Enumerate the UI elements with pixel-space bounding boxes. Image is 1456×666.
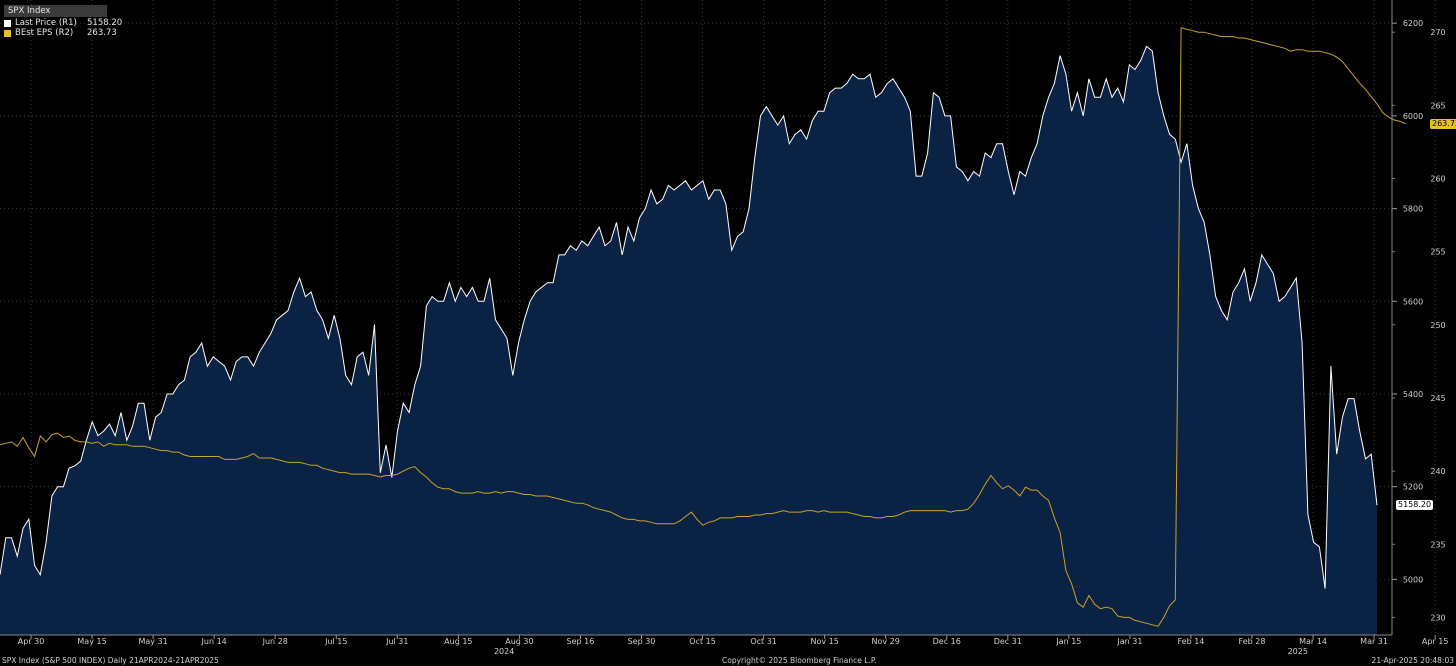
- r2-tick-label: 255: [1430, 248, 1445, 257]
- r2-tick-label: 240: [1430, 467, 1445, 476]
- x-tick-label: Jun 28: [262, 637, 288, 646]
- r1-tick-label: 5600: [1403, 297, 1423, 306]
- r2-tick-label: 245: [1430, 394, 1445, 403]
- r1-tick-label: 6000: [1403, 112, 1423, 121]
- x-tick-label: Sep 30: [628, 637, 656, 646]
- last-price-tag: 5158.20: [1396, 500, 1434, 511]
- legend: SPX Index Last Price (R1) 5158.20 BEst E…: [4, 5, 122, 38]
- x-tick-label: Mar 14: [1299, 637, 1327, 646]
- r1-tick-label: 5000: [1403, 575, 1423, 584]
- r2-tick-label: 260: [1430, 175, 1445, 184]
- r2-tick-label: 265: [1430, 101, 1445, 110]
- x-tick-label: Sep 16: [567, 637, 595, 646]
- legend-label: Last Price (R1): [15, 18, 77, 28]
- x-tick-label: Apr 15: [1422, 637, 1449, 646]
- legend-entry-best-eps: BEst EPS (R2) 263.73: [4, 28, 122, 38]
- x-tick-label: Aug 15: [444, 637, 472, 646]
- x-tick-label: Jun 14: [201, 637, 227, 646]
- x-tick-label: Dec 16: [933, 637, 961, 646]
- x-tick-label: Nov 15: [810, 637, 838, 646]
- footer-right: 21-Apr-2025 20:48:03: [1371, 656, 1454, 665]
- x-tick-label: Feb 28: [1239, 637, 1266, 646]
- x-tick-label: Nov 29: [872, 637, 900, 646]
- x-tick-label: Mar 31: [1360, 637, 1388, 646]
- r1-tick-label: 6200: [1403, 19, 1423, 28]
- r1-tick-label: 5200: [1403, 483, 1423, 492]
- x-tick-label: Jan 31: [1116, 637, 1142, 646]
- year-label: 2024: [494, 647, 514, 656]
- series-best-eps-line: [0, 27, 1406, 627]
- x-tick-label: Jan 15: [1055, 637, 1081, 646]
- year-label: 2025: [1288, 647, 1308, 656]
- legend-entry-last-price: Last Price (R1) 5158.20: [4, 18, 122, 28]
- r2-tick-label: 270: [1430, 28, 1445, 37]
- series-last-price-line: [0, 45, 1378, 589]
- x-tick-label: Jul 31: [385, 637, 408, 646]
- r2-tick-label: 235: [1430, 540, 1445, 549]
- legend-value: 5158.20: [87, 18, 123, 28]
- r1-tick-label: 5800: [1403, 205, 1423, 214]
- legend-value: 263.73: [87, 28, 117, 38]
- axes: Apr 30 May 15 May 31 Jun 14 Jun 28 Jul 15 Jul …: [0, 0, 1448, 656]
- footer-center: Copyright© 2025 Bloomberg Finance L.P.: [722, 656, 877, 665]
- x-tick-label: Dec 31: [994, 637, 1022, 646]
- legend-header: SPX Index: [4, 5, 107, 17]
- r1-tick-label: 5400: [1403, 390, 1423, 399]
- r2-tick-label: 230: [1430, 613, 1445, 622]
- x-tick-label: Jul 15: [324, 637, 347, 646]
- x-tick-label: Apr 30: [18, 637, 45, 646]
- series-last-price-area: [0, 46, 1377, 635]
- legend-swatch-last-price: [4, 19, 11, 27]
- footer-left: SPX Index (S&P 500 INDEX) Daily 21APR202…: [2, 656, 219, 665]
- x-tick-label: Oct 31: [750, 637, 777, 646]
- legend-swatch-best-eps: [4, 29, 11, 37]
- x-tick-label: Aug 30: [505, 637, 533, 646]
- x-tick-label: Feb 14: [1178, 637, 1205, 646]
- x-tick-label: May 15: [77, 637, 106, 646]
- r2-tick-label: 250: [1430, 321, 1445, 330]
- x-tick-label: Oct 15: [689, 637, 716, 646]
- legend-label: BEst EPS (R2): [15, 28, 74, 38]
- best-eps-tag: 263.73: [1430, 118, 1456, 129]
- x-tick-label: May 31: [138, 637, 167, 646]
